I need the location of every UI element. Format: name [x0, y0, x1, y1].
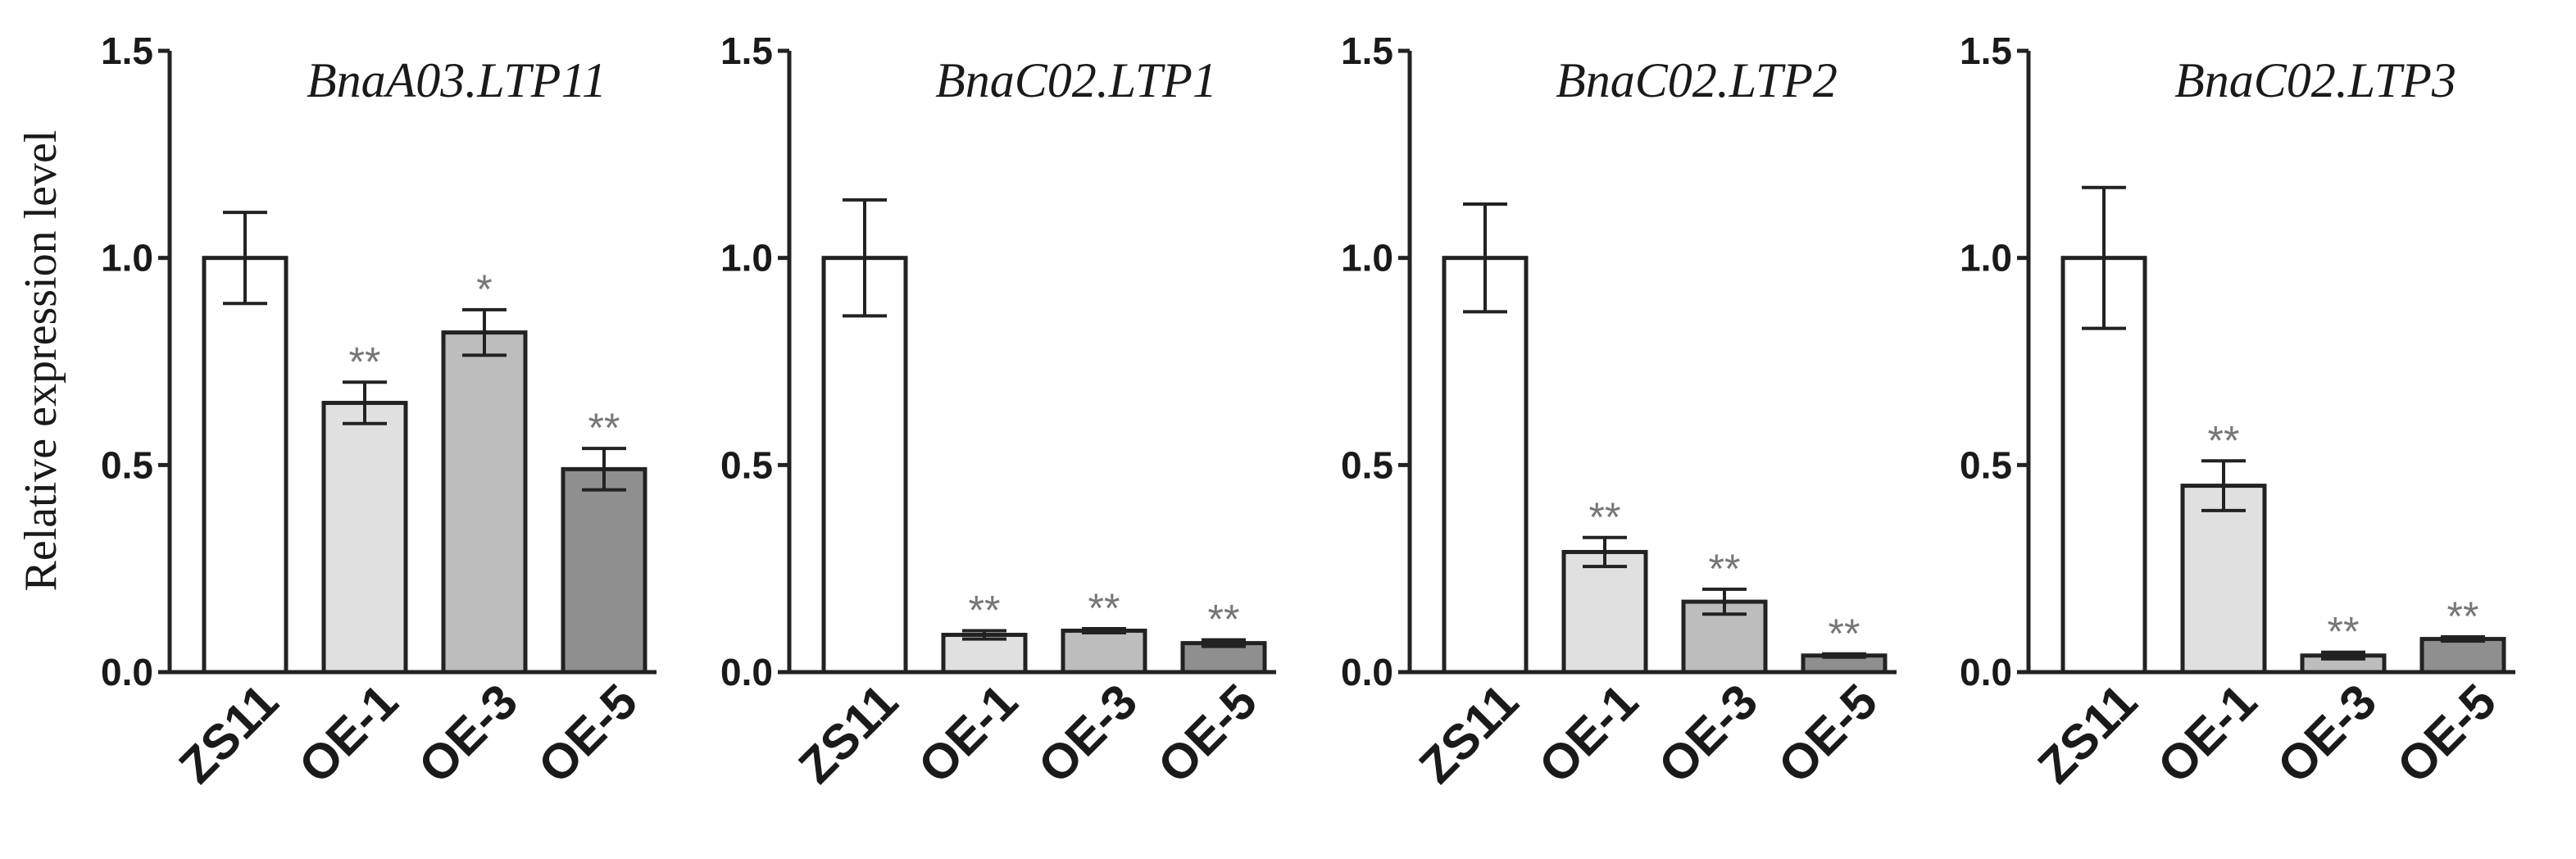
significance-marker: **	[2208, 417, 2240, 463]
bar-zs11	[1442, 256, 1529, 675]
category-label: OE-1	[908, 674, 1028, 793]
category-label: OE-3	[1028, 674, 1147, 793]
y-tick-label: 0.5	[720, 443, 773, 486]
significance-marker: **	[349, 339, 381, 384]
category-label: OE-5	[2387, 674, 2506, 793]
category-label: OE-5	[1768, 674, 1888, 793]
bar-oe-5	[2419, 637, 2506, 675]
category-label: OE-5	[528, 674, 647, 793]
y-tick-label: 1.5	[720, 30, 773, 72]
category-label: ZS11	[2028, 674, 2147, 793]
panel-title: BnaC02.LTP3	[2174, 53, 2456, 107]
category-label: OE-1	[288, 674, 408, 793]
bar-zs11	[821, 256, 908, 675]
category-label: OE-3	[408, 674, 528, 793]
y-tick-label: 0.5	[1960, 443, 2012, 486]
category-label: OE-5	[1147, 674, 1267, 793]
significance-marker: **	[1589, 494, 1621, 540]
y-tick-label: 1.0	[720, 237, 773, 280]
y-tick-label: 1.0	[101, 237, 153, 280]
bar-oe-3	[441, 330, 528, 675]
bar-oe-1	[321, 401, 408, 675]
bar-oe-3	[1061, 628, 1147, 675]
chart-panel-3: 0.0 0.5 1.0 1.5 BnaC02.LTP2 ZS11 ** OE-1 ** OE-3 *…	[1341, 30, 1897, 793]
category-label: ZS11	[169, 674, 288, 793]
significance-marker: **	[2328, 609, 2360, 655]
y-tick-label: 1.5	[1960, 30, 2012, 72]
category-label: ZS11	[788, 674, 908, 793]
significance-marker: **	[969, 587, 1001, 633]
bar-oe-1	[1561, 549, 1648, 675]
significance-marker: **	[588, 405, 620, 451]
chart-panel-1: 0.0 0.5 1.0 1.5 BnaA03.LTP11 ZS11 ** OE-1 * OE-3 *…	[101, 30, 656, 793]
significance-marker: *	[476, 266, 492, 312]
y-tick-label: 1.5	[101, 30, 153, 72]
y-tick-label: 1.5	[1341, 30, 1393, 72]
panel-title: BnaA03.LTP11	[307, 53, 607, 107]
y-tick-label: 1.0	[1960, 237, 2012, 280]
bar-oe-5	[561, 466, 647, 675]
chart-panel-4: 0.0 0.5 1.0 1.5 BnaC02.LTP3 ZS11 ** OE-1 ** OE-3 *…	[1960, 30, 2515, 793]
category-label: OE-3	[2267, 674, 2387, 793]
category-label: OE-3	[1648, 674, 1768, 793]
category-label: ZS11	[1409, 674, 1529, 793]
significance-marker: **	[1829, 611, 1860, 657]
chart-panel-2: 0.0 0.5 1.0 1.5 BnaC02.LTP1 ZS11 ** OE-1 ** OE-3 *…	[720, 30, 1276, 793]
bar-zs11	[202, 256, 288, 675]
y-axis-title: Relative expression level	[16, 130, 66, 592]
significance-marker: **	[1208, 597, 1240, 643]
y-tick-label: 0.0	[1341, 651, 1393, 693]
bar-oe-1	[2180, 484, 2267, 675]
y-tick-label: 0.0	[720, 651, 773, 693]
significance-marker: **	[2447, 593, 2479, 639]
panel-title: BnaC02.LTP2	[1556, 53, 1838, 107]
category-label: OE-1	[2147, 674, 2267, 793]
y-tick-label: 0.5	[101, 443, 153, 486]
significance-marker: **	[1088, 585, 1120, 631]
y-tick-label: 0.0	[101, 651, 153, 693]
y-tick-label: 0.5	[1341, 443, 1393, 486]
panel-title: BnaC02.LTP1	[935, 53, 1217, 107]
bar-oe-1	[941, 633, 1028, 675]
y-tick-label: 1.0	[1341, 237, 1393, 280]
significance-marker: **	[1709, 546, 1741, 592]
category-label: OE-1	[1529, 674, 1648, 793]
y-tick-label: 0.0	[1960, 651, 2012, 693]
